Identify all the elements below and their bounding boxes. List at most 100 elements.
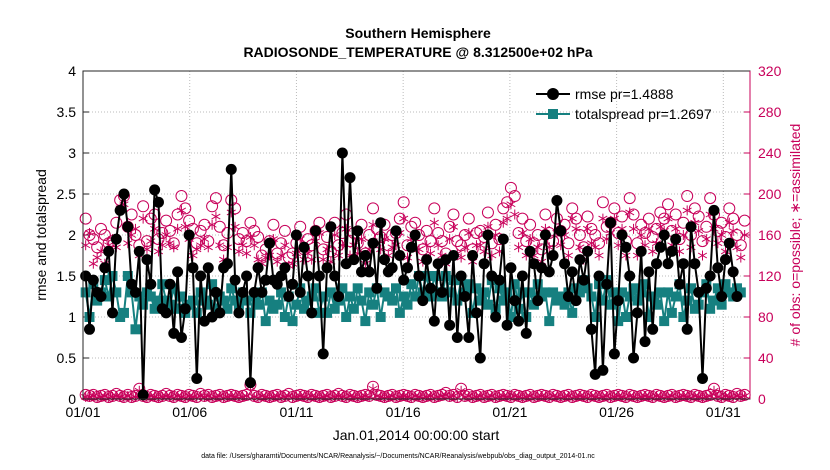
obs-possible-point [183,214,196,227]
totalspread-point [655,287,666,298]
rmse-point [543,266,555,278]
obs-assimilated-point [713,238,723,249]
obs-assimilated-point [594,250,604,261]
totalspread-point [107,271,118,281]
rmse-point [195,270,207,282]
rmse-point [689,258,701,270]
obs-assimilated-point [169,242,179,253]
totalspread-point [394,307,405,318]
totalspread-point [260,316,271,327]
rmse-point [110,233,122,245]
obs-assimilated-point [272,256,282,267]
obs-possible-point [730,229,743,241]
rmse-point [321,262,333,274]
x-tick-label: 01/01 [65,404,100,420]
rmse-point [424,282,436,294]
obs-possible-point [110,216,123,229]
obs-assimilated-point [636,230,646,240]
totalspread-point [609,287,620,298]
y-axis-right: 0 40 80 120 160 200 240 280 320 [744,63,782,407]
obs-assimilated-point [165,238,175,249]
rmse-point [359,250,371,261]
series-rmse [80,147,743,401]
rmse-point [685,221,697,233]
totalspread-point [613,316,624,327]
rmse-point [727,266,739,278]
obs-assimilated-point [471,240,482,251]
totalspread-point [574,287,585,298]
obs-assimilated-point [663,213,673,224]
totalspread-point [360,316,371,327]
rmse-point [298,241,310,253]
rmse-point [95,291,107,302]
obs-assimilated-point [341,223,351,234]
obs-possible-point [700,220,713,233]
totalspread-point [210,303,221,314]
rmse-point [574,254,586,266]
obs-assimilated-point [506,199,516,210]
rmse-point [566,266,578,278]
rmse-point [631,307,643,319]
rmse-point [470,307,482,319]
rmse-point [244,377,256,389]
obs-assimilated-point [448,221,459,232]
rmse-point [87,274,99,286]
rmse-point [670,233,682,245]
totalspread-point [299,303,310,314]
rmse-point [137,389,149,401]
totalspread-point [368,299,379,310]
rmse-point [463,332,475,343]
rmse-point [394,250,406,261]
rmse-point [106,307,118,319]
obs-assimilated-point [249,240,259,251]
rmse-point [294,286,306,298]
obs-assimilated-point [433,240,443,251]
obs-assimilated-point [709,385,719,396]
obs-assimilated-point [280,240,290,251]
totalspread-point [164,299,175,310]
obs-assimilated-point [655,221,665,232]
rmse-point [513,315,525,327]
rmse-point [490,311,502,323]
totalspread-point [651,299,662,310]
obs-possible-point [275,237,288,250]
obs-possible-point [616,210,629,223]
obs-possible-point [137,200,150,213]
rmse-point [551,195,563,207]
rmse-point [520,327,532,339]
totalspread-point [567,307,578,318]
obs-possible-point [539,208,552,221]
totalspread-point [532,279,543,290]
totalspread-point [329,303,340,314]
rmse-point [191,373,203,384]
rmse-point [444,319,456,331]
totalspread-point [134,291,145,302]
obs-possible-point [179,202,192,215]
rmse-point [333,291,345,302]
obs-possible-point [79,212,92,225]
obs-possible-point [451,235,464,248]
obs-possible-point [447,208,460,221]
obs-assimilated-point [445,234,455,245]
obs-assimilated-point [625,207,635,218]
rmse-point [248,286,260,298]
totalspread-point [716,299,727,310]
totalspread-point [482,299,493,310]
totalspread-point [666,307,677,318]
rmse-point [616,229,628,241]
rmse-point [612,295,624,307]
obs-assimilated-point [513,242,524,253]
rmse-point [229,274,241,286]
totalspread-point [191,307,202,318]
rmse-point [275,270,287,282]
totalspread-point [410,291,421,302]
legend-spread-marker [548,109,558,119]
totalspread-point [145,291,156,302]
totalspread-point [111,287,122,298]
obs-possible-point [596,196,609,209]
rmse-point [118,188,130,200]
rmse-point [532,295,544,307]
obs-possible-point [715,216,728,229]
rmse-point [398,274,410,286]
totalspread-point [471,283,482,294]
